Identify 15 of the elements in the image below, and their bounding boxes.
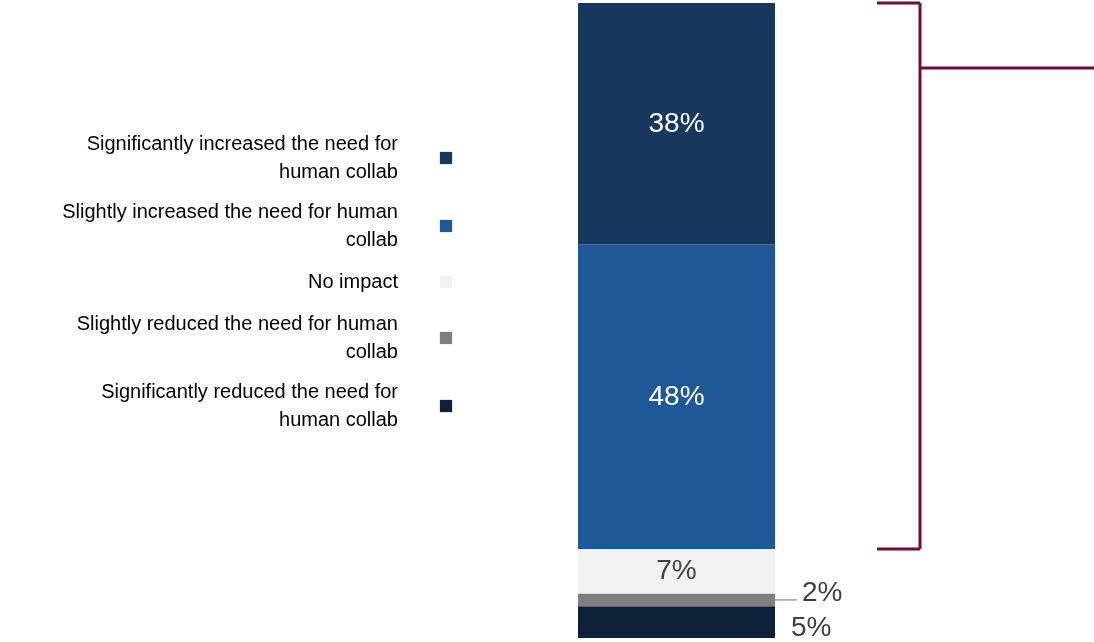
legend-label: Slightly increased the need for human collab xyxy=(62,200,398,250)
bar xyxy=(578,549,775,594)
legend-label: No impact xyxy=(307,270,399,292)
data-label: 5% xyxy=(791,611,832,642)
bar xyxy=(578,606,775,638)
legend-label: Significantly increased the need for human collab xyxy=(86,132,399,182)
legend-label: Significantly reduced the need for human collab xyxy=(101,380,399,430)
data-label: 7% xyxy=(656,554,697,586)
data-label: 48% xyxy=(648,379,705,411)
legend-label: Slightly reduced the need for human collab xyxy=(76,312,398,362)
data-label: 2% xyxy=(802,575,843,607)
bar xyxy=(578,3,775,245)
bar xyxy=(578,244,775,550)
bar xyxy=(578,593,775,607)
data-label: 38% xyxy=(648,106,705,138)
